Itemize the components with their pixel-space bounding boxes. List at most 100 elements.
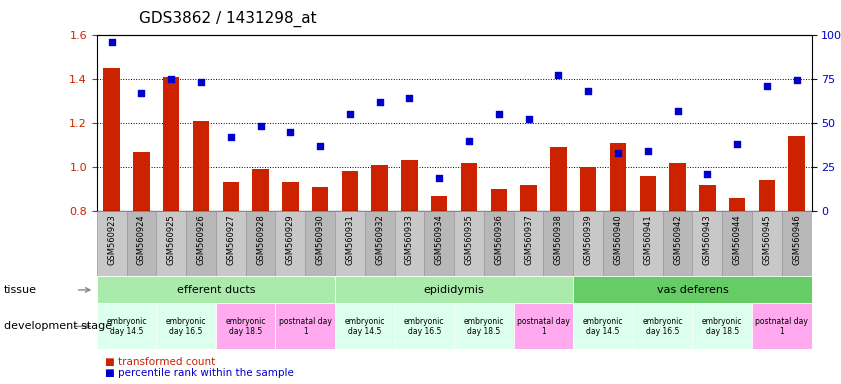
Bar bbox=[454, 211, 484, 276]
Point bbox=[611, 150, 625, 156]
Point bbox=[314, 143, 327, 149]
Bar bbox=[193, 121, 209, 211]
Text: embryonic
day 18.5: embryonic day 18.5 bbox=[463, 317, 504, 336]
Text: embryonic
day 14.5: embryonic day 14.5 bbox=[583, 317, 623, 336]
Text: vas deferens: vas deferens bbox=[657, 285, 728, 295]
Text: GSM560927: GSM560927 bbox=[226, 214, 235, 265]
Bar bbox=[574, 211, 603, 276]
Point bbox=[492, 111, 505, 117]
Bar bbox=[163, 76, 179, 211]
Bar bbox=[216, 303, 275, 349]
Bar bbox=[425, 211, 454, 276]
Bar bbox=[335, 276, 574, 303]
Bar bbox=[156, 211, 186, 276]
Bar bbox=[490, 189, 507, 211]
Bar bbox=[692, 211, 722, 276]
Bar bbox=[521, 185, 537, 211]
Text: embryonic
day 18.5: embryonic day 18.5 bbox=[702, 317, 743, 336]
Point bbox=[671, 108, 685, 114]
Point bbox=[463, 137, 476, 144]
Point bbox=[373, 99, 386, 105]
Bar bbox=[610, 143, 627, 211]
Point bbox=[701, 171, 714, 177]
Text: GSM560932: GSM560932 bbox=[375, 214, 384, 265]
Point bbox=[194, 79, 208, 85]
Bar bbox=[335, 303, 394, 349]
Bar bbox=[126, 211, 156, 276]
Point bbox=[581, 88, 595, 94]
Text: GSM560934: GSM560934 bbox=[435, 214, 444, 265]
Bar bbox=[246, 211, 275, 276]
Point bbox=[760, 83, 774, 89]
Text: GSM560944: GSM560944 bbox=[733, 214, 742, 265]
Text: GSM560926: GSM560926 bbox=[197, 214, 205, 265]
Bar bbox=[97, 276, 335, 303]
Text: GSM560941: GSM560941 bbox=[643, 214, 653, 265]
Text: GSM560935: GSM560935 bbox=[464, 214, 473, 265]
Bar bbox=[97, 211, 126, 276]
Bar bbox=[275, 211, 305, 276]
Point bbox=[403, 95, 416, 101]
Bar bbox=[97, 303, 156, 349]
Bar bbox=[669, 163, 685, 211]
Text: GSM560933: GSM560933 bbox=[405, 214, 414, 265]
Text: GSM560929: GSM560929 bbox=[286, 214, 295, 265]
Text: ■ transformed count: ■ transformed count bbox=[105, 357, 215, 367]
Text: GSM560940: GSM560940 bbox=[613, 214, 622, 265]
Bar bbox=[484, 211, 514, 276]
Point bbox=[522, 116, 536, 122]
Bar bbox=[223, 182, 239, 211]
Bar bbox=[103, 68, 119, 211]
Text: GSM560946: GSM560946 bbox=[792, 214, 801, 265]
Text: postnatal day
1: postnatal day 1 bbox=[278, 317, 331, 336]
Text: GSM560942: GSM560942 bbox=[673, 214, 682, 265]
Text: GSM560945: GSM560945 bbox=[763, 214, 771, 265]
Text: GSM560943: GSM560943 bbox=[703, 214, 711, 265]
Text: GSM560937: GSM560937 bbox=[524, 214, 533, 265]
Text: embryonic
day 18.5: embryonic day 18.5 bbox=[225, 317, 266, 336]
Bar bbox=[365, 211, 394, 276]
Bar bbox=[431, 196, 447, 211]
Bar bbox=[275, 303, 335, 349]
Text: GSM560939: GSM560939 bbox=[584, 214, 593, 265]
Bar bbox=[699, 185, 716, 211]
Bar bbox=[156, 303, 216, 349]
Text: GSM560928: GSM560928 bbox=[256, 214, 265, 265]
Bar bbox=[514, 211, 543, 276]
Bar bbox=[312, 187, 328, 211]
Bar bbox=[394, 303, 454, 349]
Point bbox=[283, 129, 297, 135]
Point bbox=[165, 76, 178, 82]
Bar bbox=[454, 303, 514, 349]
Point bbox=[432, 175, 446, 181]
Bar bbox=[282, 182, 299, 211]
Text: embryonic
day 16.5: embryonic day 16.5 bbox=[405, 317, 445, 336]
Text: GSM560923: GSM560923 bbox=[107, 214, 116, 265]
Bar bbox=[782, 211, 812, 276]
Text: GDS3862 / 1431298_at: GDS3862 / 1431298_at bbox=[139, 11, 316, 27]
Bar bbox=[216, 211, 246, 276]
Bar bbox=[752, 211, 782, 276]
Bar bbox=[722, 211, 752, 276]
Text: ■ percentile rank within the sample: ■ percentile rank within the sample bbox=[105, 368, 294, 378]
Text: embryonic
day 14.5: embryonic day 14.5 bbox=[345, 317, 385, 336]
Bar bbox=[305, 211, 335, 276]
Bar bbox=[632, 303, 692, 349]
Bar bbox=[335, 211, 365, 276]
Bar bbox=[729, 198, 745, 211]
Bar bbox=[394, 211, 425, 276]
Bar bbox=[632, 211, 663, 276]
Bar bbox=[372, 165, 388, 211]
Bar bbox=[752, 303, 812, 349]
Text: postnatal day
1: postnatal day 1 bbox=[517, 317, 570, 336]
Bar bbox=[639, 176, 656, 211]
Point bbox=[641, 148, 654, 154]
Bar bbox=[543, 211, 574, 276]
Text: GSM560938: GSM560938 bbox=[554, 214, 563, 265]
Text: GSM560931: GSM560931 bbox=[346, 214, 354, 265]
Text: epididymis: epididymis bbox=[424, 285, 484, 295]
Bar bbox=[759, 180, 775, 211]
Text: embryonic
day 16.5: embryonic day 16.5 bbox=[166, 317, 206, 336]
Text: efferent ducts: efferent ducts bbox=[177, 285, 255, 295]
Text: postnatal day
1: postnatal day 1 bbox=[755, 317, 808, 336]
